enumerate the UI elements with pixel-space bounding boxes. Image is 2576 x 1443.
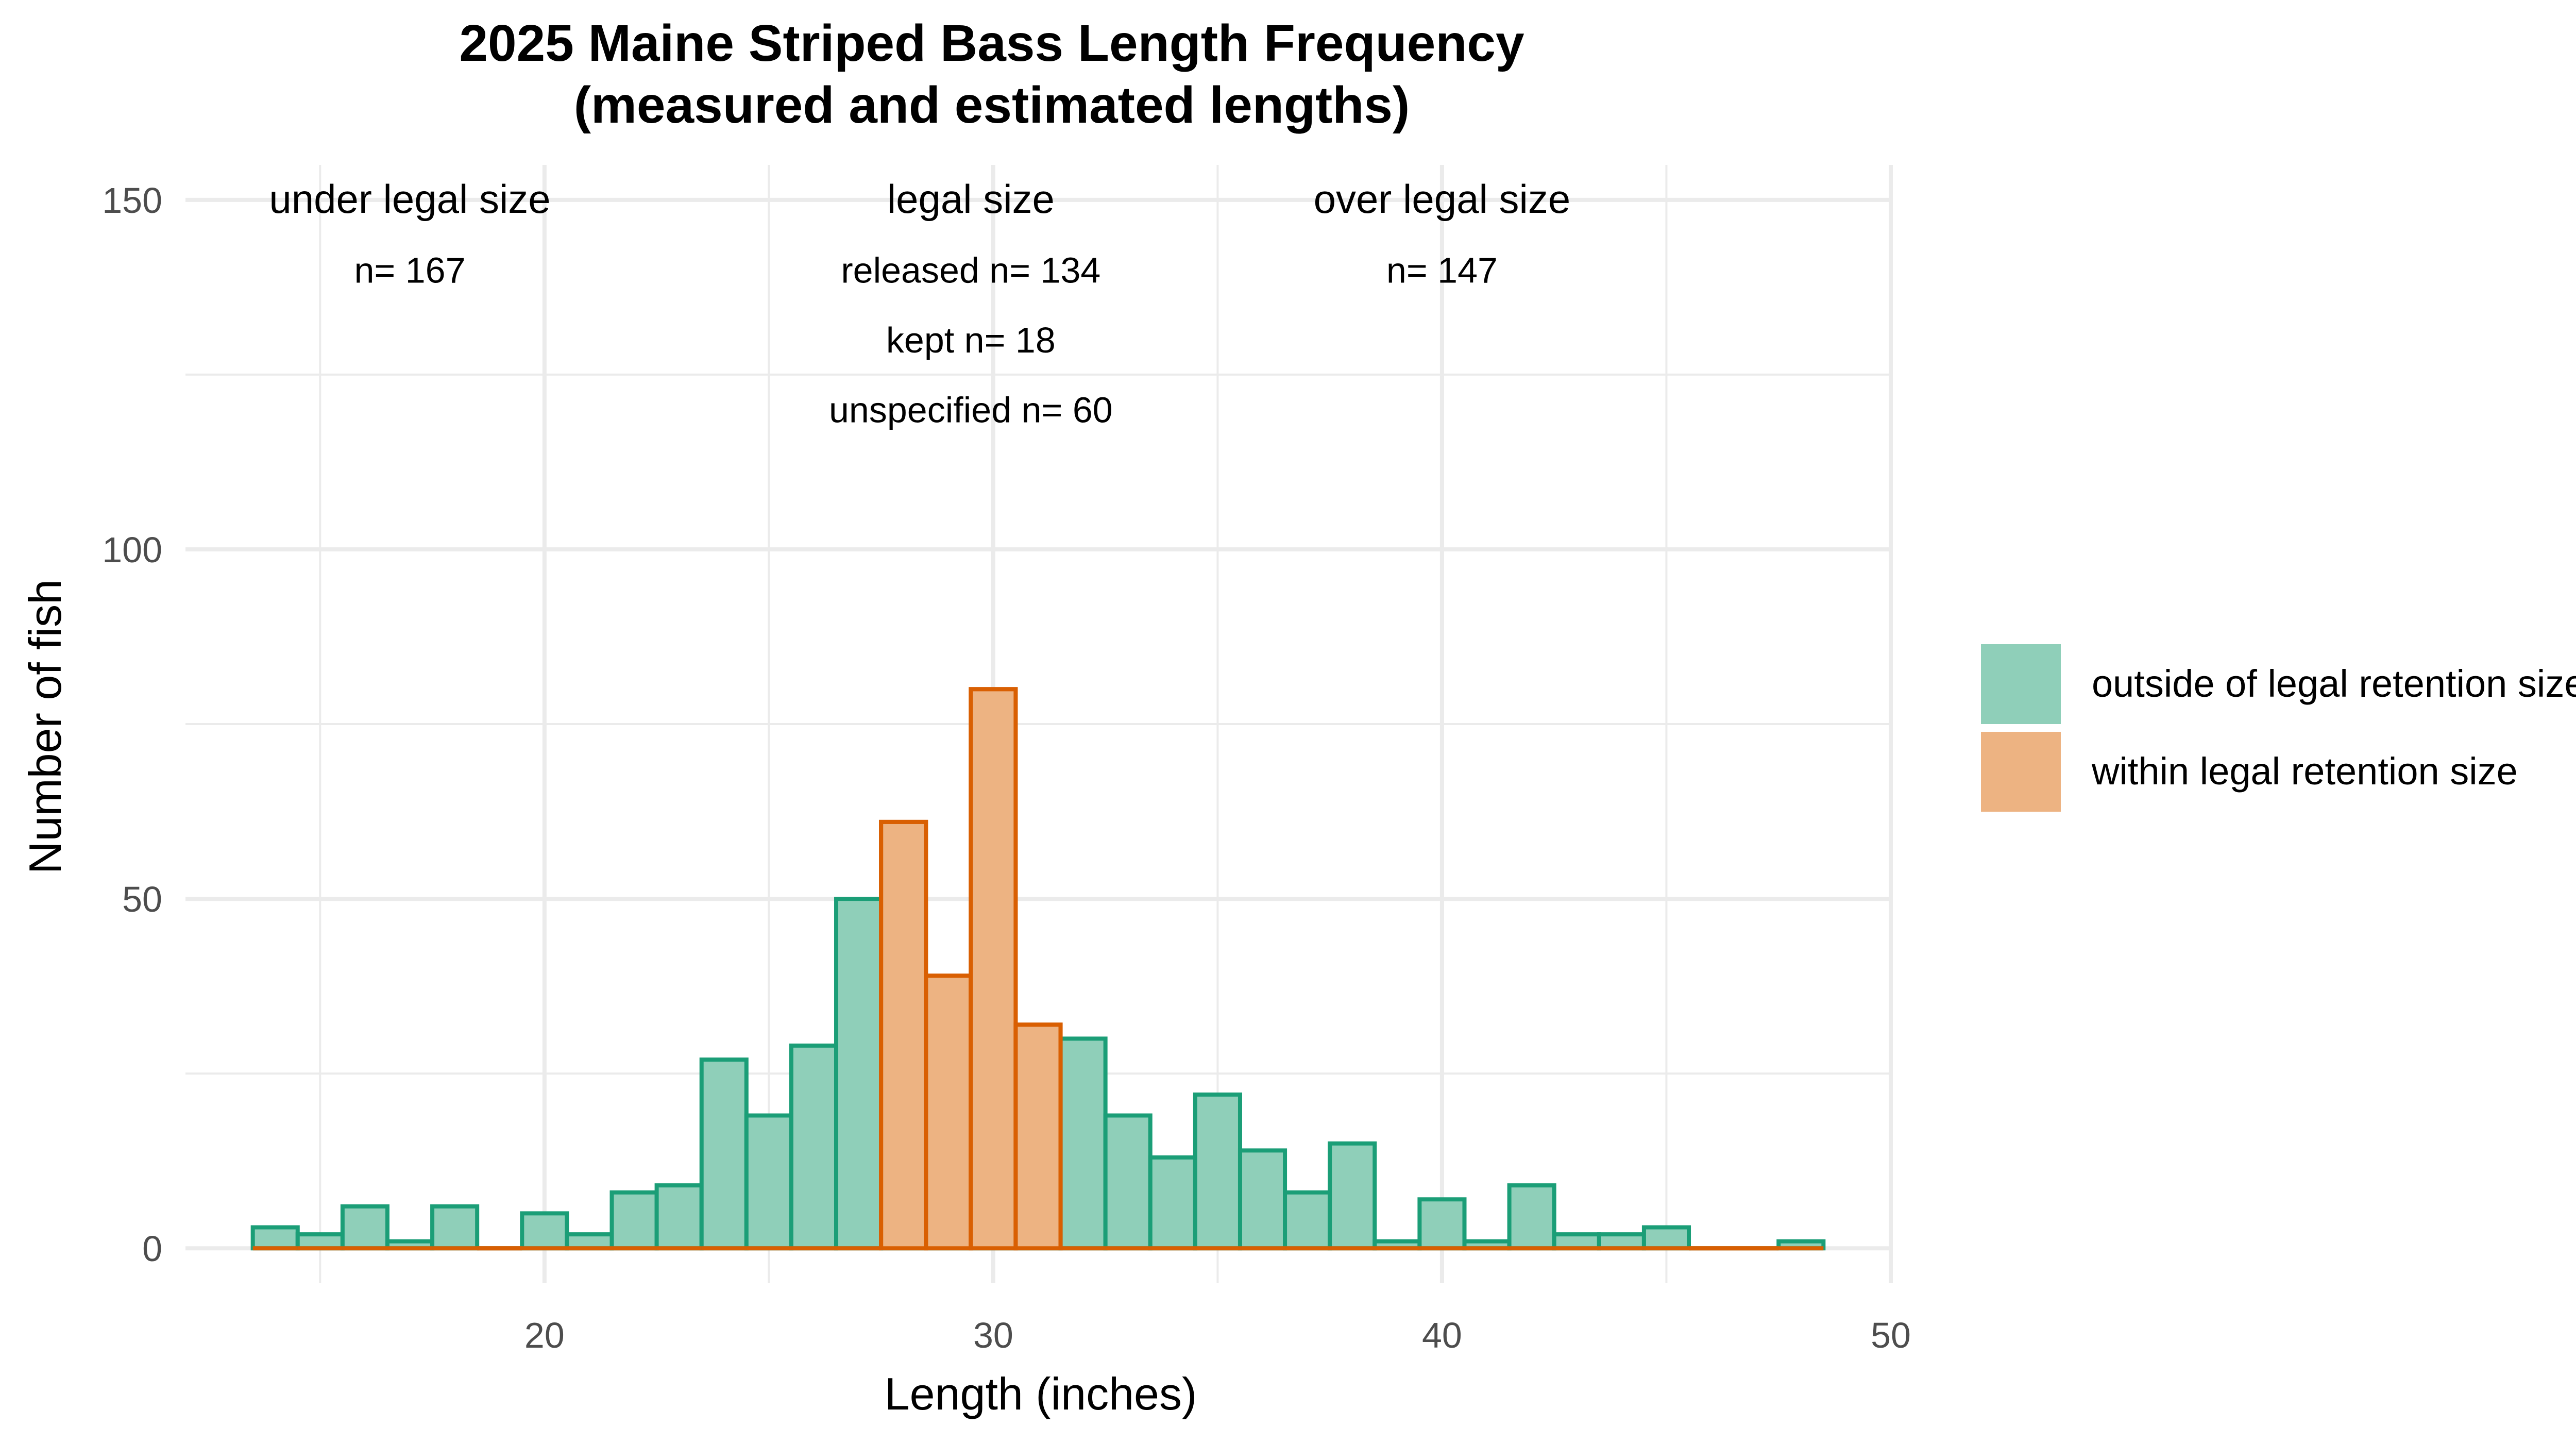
chart-title: 2025 Maine Striped Bass Length Frequency bbox=[459, 14, 1524, 72]
histogram-bar bbox=[746, 1115, 791, 1249]
histogram-bar bbox=[1643, 1227, 1689, 1249]
histogram-bar bbox=[522, 1213, 567, 1249]
histogram-bar bbox=[971, 689, 1016, 1249]
x-tick-label: 40 bbox=[1422, 1315, 1462, 1355]
annotation-text: kept n= 18 bbox=[886, 320, 1056, 360]
histogram-bar bbox=[791, 1045, 837, 1249]
histogram-bars bbox=[250, 687, 1826, 1251]
x-axis-label: Length (inches) bbox=[885, 1368, 1197, 1419]
annotation-text: legal size bbox=[887, 176, 1055, 222]
histogram-bar bbox=[342, 1206, 387, 1249]
histogram-bar bbox=[881, 821, 926, 1249]
legend-swatch bbox=[1981, 732, 2061, 812]
annotation-text: n= 167 bbox=[354, 250, 465, 290]
histogram-bar bbox=[432, 1206, 478, 1249]
y-tick-label: 100 bbox=[102, 530, 162, 570]
histogram-bar bbox=[1285, 1192, 1330, 1249]
annotation-text: over legal size bbox=[1314, 176, 1571, 222]
histogram-bar-outline bbox=[969, 687, 1018, 1249]
legend-swatch bbox=[1981, 644, 2061, 724]
histogram-bar bbox=[1060, 1038, 1106, 1249]
histogram-bar bbox=[1330, 1143, 1375, 1249]
histogram-bar bbox=[567, 1234, 612, 1249]
histogram-bar-outline bbox=[1013, 1022, 1063, 1249]
histogram-bar bbox=[1419, 1199, 1465, 1249]
histogram-bar bbox=[1240, 1150, 1285, 1249]
histogram-bar bbox=[1015, 1025, 1061, 1249]
y-tick-label: 150 bbox=[102, 180, 162, 221]
annotation-text: n= 147 bbox=[1386, 250, 1498, 290]
histogram-bar bbox=[1105, 1115, 1150, 1249]
histogram-bar bbox=[1599, 1234, 1644, 1249]
x-tick-label: 20 bbox=[524, 1315, 565, 1355]
y-tick-label: 50 bbox=[122, 879, 162, 919]
axis-tick-labels: 20 30 40 50 0 50 100 150 bbox=[102, 180, 1911, 1355]
histogram-bar bbox=[297, 1234, 343, 1249]
histogram-bar bbox=[656, 1185, 702, 1249]
annotation-text: released n= 134 bbox=[841, 250, 1100, 290]
histogram-bar bbox=[836, 899, 882, 1249]
x-tick-label: 30 bbox=[973, 1315, 1013, 1355]
histogram-bar bbox=[612, 1192, 657, 1249]
histogram-bar bbox=[1509, 1185, 1554, 1249]
chart-subtitle: (measured and estimated lengths) bbox=[574, 76, 1410, 134]
histogram-bar bbox=[1195, 1094, 1240, 1249]
legend-label: outside of legal retention size bbox=[2092, 662, 2576, 705]
histogram-bar bbox=[701, 1060, 747, 1249]
size-class-annotations: under legal size n= 167 legal size released… bbox=[269, 176, 1570, 430]
x-tick-label: 50 bbox=[1871, 1315, 1911, 1355]
histogram-bar bbox=[1554, 1234, 1599, 1249]
histogram-bar bbox=[926, 976, 971, 1249]
legend: outside of legal retention size within le… bbox=[1981, 644, 2576, 812]
histogram-bar bbox=[1150, 1157, 1195, 1249]
legend-label: within legal retention size bbox=[2091, 750, 2518, 793]
annotation-text: under legal size bbox=[269, 176, 550, 222]
histogram-bar bbox=[252, 1227, 298, 1249]
annotation-text: unspecified n= 60 bbox=[829, 390, 1113, 430]
y-axis-label: Number of fish bbox=[20, 579, 71, 874]
y-tick-label: 0 bbox=[142, 1229, 162, 1269]
